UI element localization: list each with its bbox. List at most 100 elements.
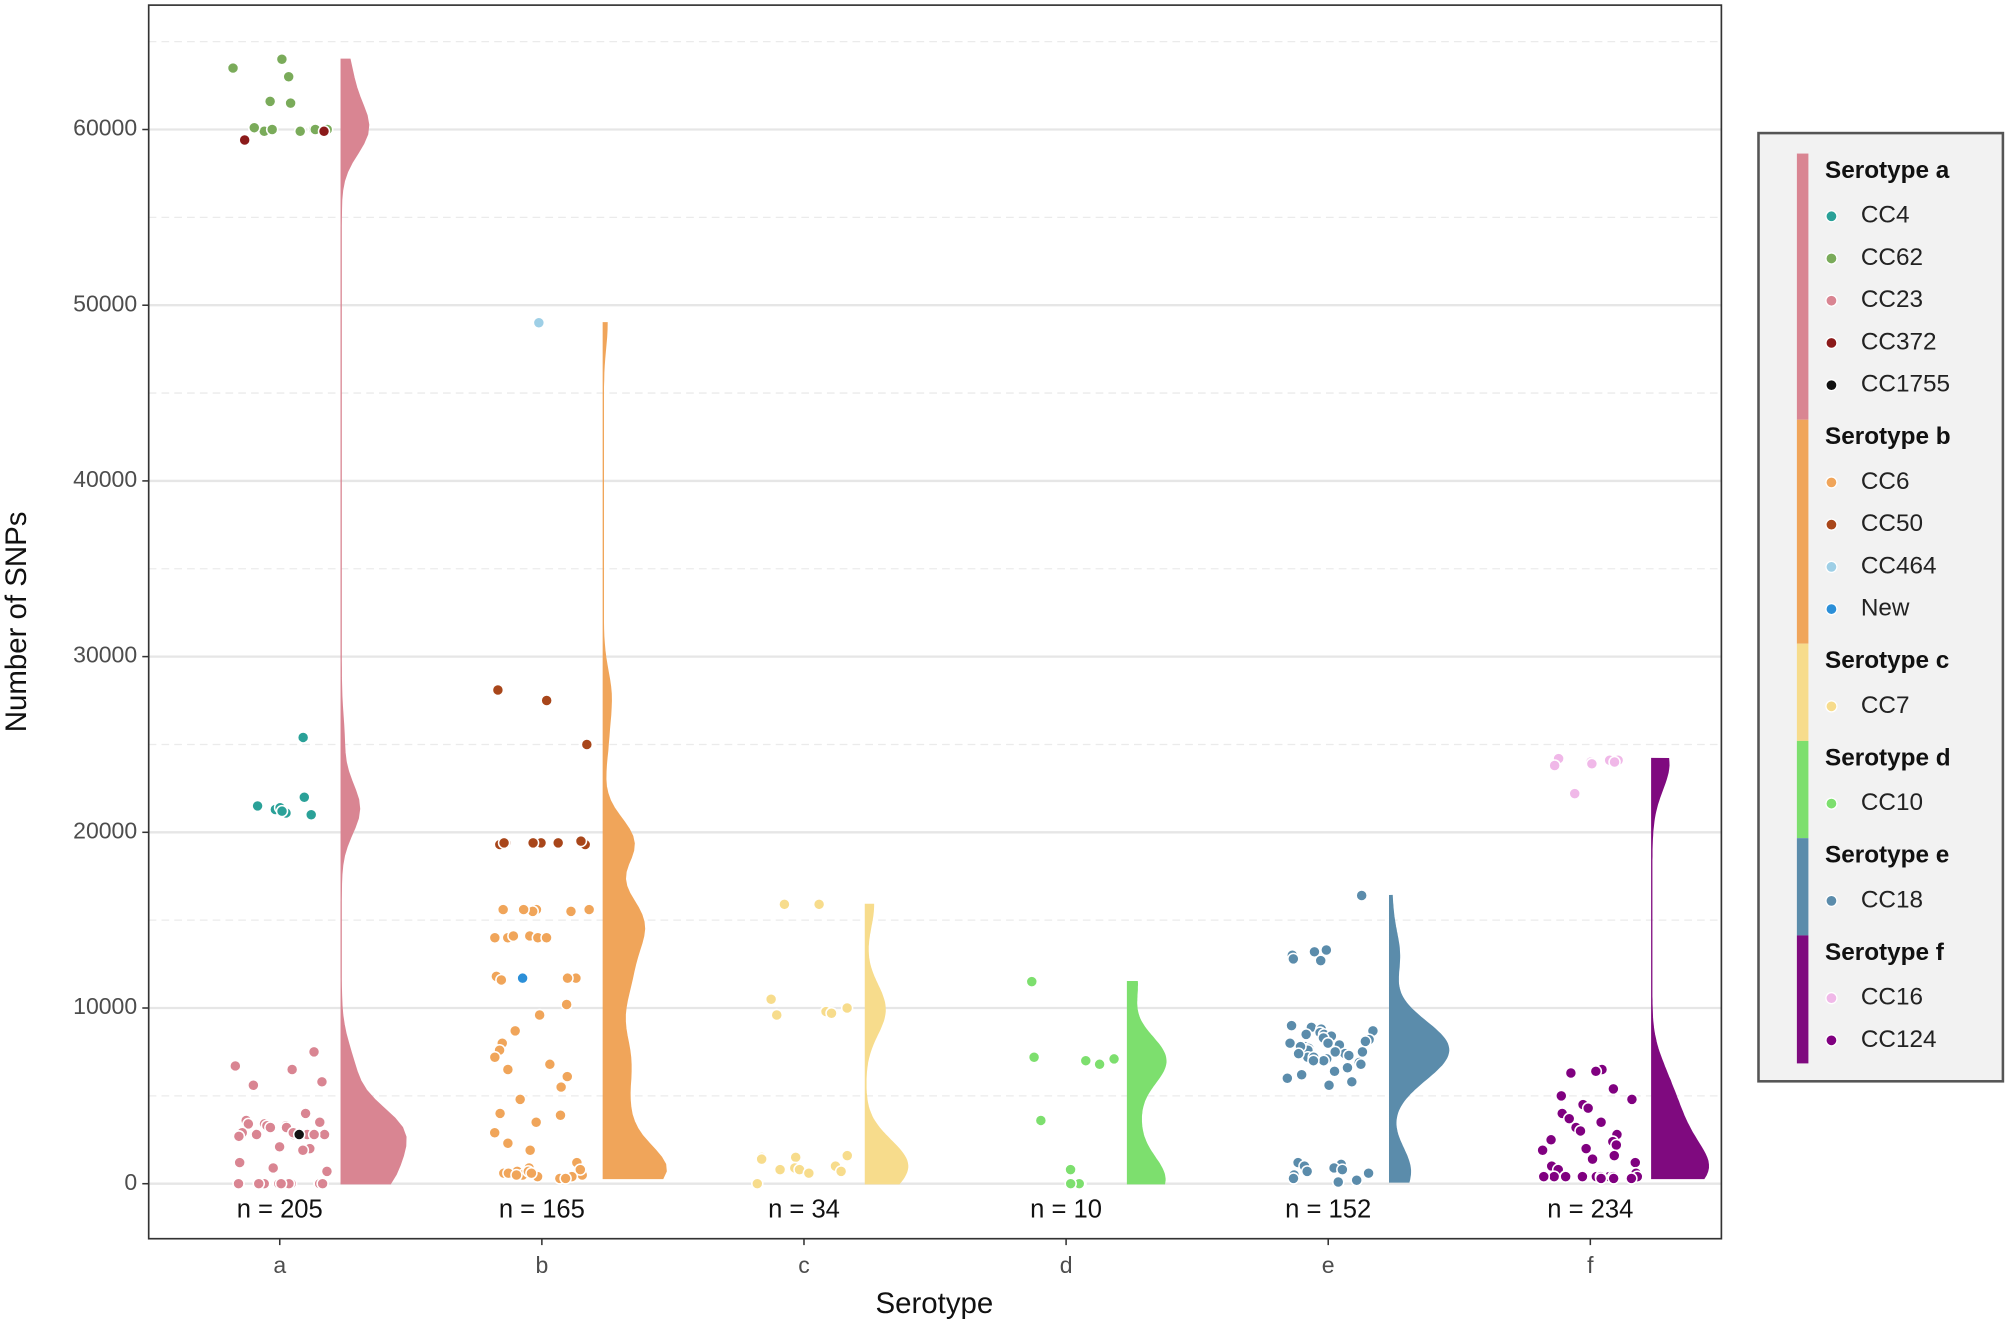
point — [1322, 1079, 1336, 1092]
point — [292, 1128, 306, 1141]
x-tick-label: f — [1587, 1252, 1594, 1278]
legend-colorbar — [1796, 740, 1809, 839]
point — [510, 1168, 523, 1182]
point — [1064, 1163, 1077, 1176]
point — [526, 836, 540, 850]
point — [764, 993, 778, 1006]
point — [825, 1006, 838, 1020]
legend-swatch — [1825, 560, 1838, 574]
point — [525, 1166, 538, 1180]
point — [812, 898, 826, 911]
point — [1299, 1028, 1313, 1041]
point — [1342, 1049, 1356, 1062]
point — [1281, 1071, 1294, 1085]
legend-swatch — [1825, 294, 1838, 307]
point — [1576, 1170, 1589, 1183]
point — [1027, 1050, 1041, 1064]
point — [275, 52, 289, 66]
point — [1608, 1149, 1621, 1162]
point — [1287, 952, 1300, 966]
point — [1607, 1172, 1620, 1185]
legend-swatch — [1825, 894, 1838, 908]
x-tick-label: d — [1060, 1252, 1073, 1278]
point — [532, 316, 546, 329]
legend-label: CC62 — [1861, 244, 1923, 271]
panel — [148, 5, 1722, 1239]
legend-label: CC4 — [1861, 202, 1910, 229]
point — [317, 125, 331, 138]
point — [1285, 1019, 1298, 1032]
legend-colorbar — [1796, 838, 1809, 936]
y-axis-title: Number of SNPs — [0, 512, 33, 733]
point — [274, 1177, 288, 1190]
legend-colorbar — [1796, 643, 1809, 741]
panel-border — [147, 4, 1723, 1240]
point — [318, 1128, 331, 1141]
point — [307, 1045, 321, 1059]
legend-label: CC372 — [1861, 328, 1937, 355]
point — [1034, 1114, 1048, 1127]
point — [1608, 755, 1621, 769]
point — [495, 973, 508, 987]
point — [1331, 1175, 1345, 1189]
legend-label: CC50 — [1861, 510, 1923, 537]
point — [266, 1161, 280, 1175]
point — [284, 96, 297, 110]
point — [296, 1144, 310, 1157]
point — [1287, 1172, 1300, 1185]
point — [574, 1163, 587, 1176]
point — [523, 1144, 537, 1157]
point — [247, 1079, 260, 1092]
point — [1536, 1144, 1549, 1157]
point — [282, 70, 295, 84]
point — [564, 905, 578, 918]
point — [307, 1128, 321, 1141]
legend-heading: Serotype a — [1825, 157, 1950, 184]
y-tick-label: 40000 — [73, 466, 137, 492]
point — [1579, 1142, 1593, 1155]
n-label: n = 152 — [1285, 1195, 1371, 1223]
point — [540, 694, 553, 707]
point — [242, 1117, 255, 1131]
legend-heading: Serotype d — [1825, 744, 1951, 771]
legend-heading: Serotype b — [1825, 423, 1951, 450]
point — [582, 903, 596, 916]
point — [529, 1115, 543, 1129]
point — [840, 1001, 854, 1015]
point — [1581, 1101, 1595, 1115]
point — [1544, 1133, 1558, 1147]
y-tick-label: 20000 — [73, 817, 137, 843]
legend-label: CC18 — [1861, 886, 1923, 913]
legend-swatch — [1825, 991, 1838, 1005]
point — [1356, 1045, 1369, 1059]
legend-label: CC6 — [1861, 468, 1910, 495]
point — [1354, 1058, 1368, 1071]
violin — [602, 322, 667, 1180]
point — [285, 1063, 299, 1076]
legend-colorbar — [1796, 419, 1809, 644]
point — [559, 1172, 572, 1185]
point — [1350, 1173, 1363, 1187]
legend-heading: Serotype f — [1825, 939, 1945, 966]
point — [751, 1177, 764, 1190]
point — [1555, 1089, 1568, 1103]
point — [233, 1156, 246, 1169]
point — [315, 1075, 329, 1089]
point — [770, 1008, 784, 1022]
point — [517, 903, 530, 916]
violin — [1388, 894, 1450, 1183]
point — [501, 1063, 515, 1076]
point — [834, 1165, 848, 1178]
point — [1610, 1138, 1623, 1152]
point — [1328, 1065, 1341, 1078]
legend-swatch — [1825, 518, 1838, 531]
point — [488, 1126, 501, 1140]
point — [247, 121, 261, 134]
legend-label: CC23 — [1861, 286, 1923, 313]
point — [264, 1121, 277, 1134]
point — [232, 1177, 245, 1190]
point — [533, 1008, 546, 1022]
point — [1307, 1054, 1320, 1067]
point — [226, 61, 240, 75]
violin — [1651, 757, 1709, 1180]
